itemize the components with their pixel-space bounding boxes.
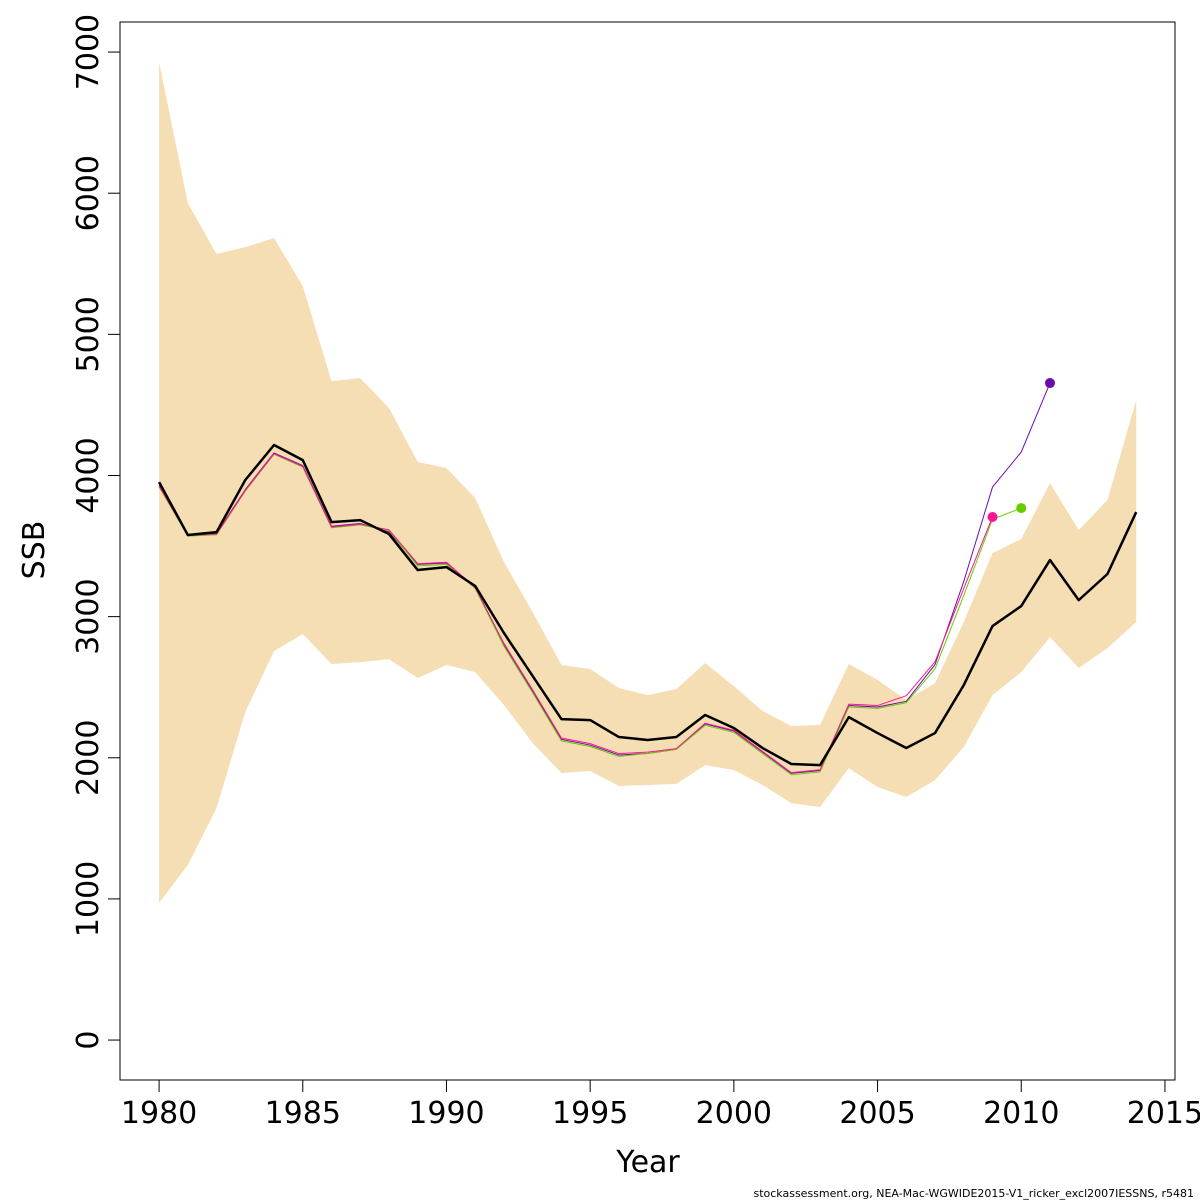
end-point — [1044, 378, 1055, 389]
series-line — [158, 453, 993, 774]
y-axis-title: SSB — [17, 521, 52, 580]
y-tick-label: 4000 — [71, 437, 106, 513]
y-tick-label: 0 — [71, 1031, 106, 1050]
x-tick-label: 1985 — [265, 1096, 341, 1131]
footer: stockassessment.org, NEA-Mac-WGWIDE2015-… — [753, 1187, 1194, 1200]
x-tick-label: 1980 — [121, 1096, 197, 1131]
y-tick-label: 1000 — [71, 861, 106, 937]
x-tick-label: 1990 — [408, 1096, 484, 1131]
x-tick-label: 2010 — [983, 1096, 1059, 1131]
y-tick-label: 3000 — [71, 578, 106, 654]
series-line — [157, 443, 1138, 767]
y-tick-label: 7000 — [71, 14, 106, 90]
plot-frame — [119, 21, 1176, 1081]
y-tick-label: 6000 — [71, 155, 106, 231]
y-tick-label: 2000 — [71, 720, 106, 796]
end-point — [987, 511, 998, 522]
end-point — [1016, 503, 1027, 514]
confidence-band — [159, 62, 1137, 904]
x-axis-title: Year — [615, 1145, 680, 1180]
y-tick-label: 5000 — [71, 296, 106, 372]
x-tick-label: 1995 — [552, 1096, 628, 1131]
x-tick-label: 2005 — [839, 1096, 915, 1131]
x-tick-label: 2000 — [696, 1096, 772, 1131]
x-tick-label: 2015 — [1127, 1096, 1200, 1131]
